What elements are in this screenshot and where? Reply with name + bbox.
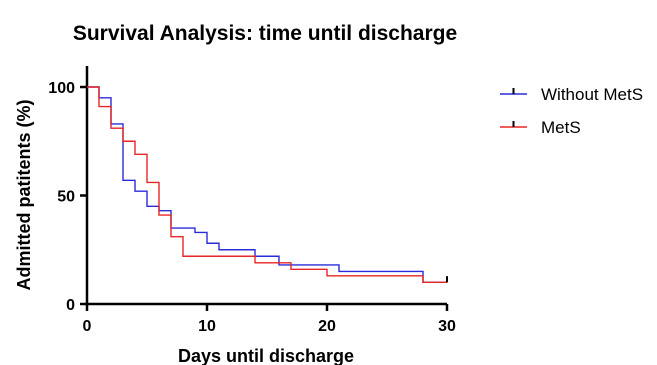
legend-label: MetS: [541, 118, 581, 137]
legend-item: MetS: [500, 118, 581, 137]
series-layer: [87, 86, 448, 283]
legend-item: Without MetS: [500, 85, 643, 104]
x-tick-label: 0: [83, 318, 92, 335]
series-line-0: [87, 86, 447, 283]
series-line-1: [87, 86, 447, 283]
axis-ticks: 0 10 20 30 0 50 100: [48, 80, 456, 335]
x-tick-label: 20: [318, 318, 336, 335]
x-axis-label: Days until discharge: [178, 346, 354, 365]
y-tick-label: 100: [48, 80, 75, 97]
legend: Without MetS MetS: [500, 85, 643, 137]
y-tick-label: 50: [57, 189, 75, 206]
x-tick-label: 30: [438, 318, 456, 335]
y-axis-label: Admitted patitents (%): [14, 99, 34, 290]
y-tick-label: 0: [66, 297, 75, 314]
legend-label: Without MetS: [541, 85, 643, 104]
chart-title: Survival Analysis: time until discharge: [73, 22, 457, 45]
x-tick-label: 10: [198, 318, 216, 335]
